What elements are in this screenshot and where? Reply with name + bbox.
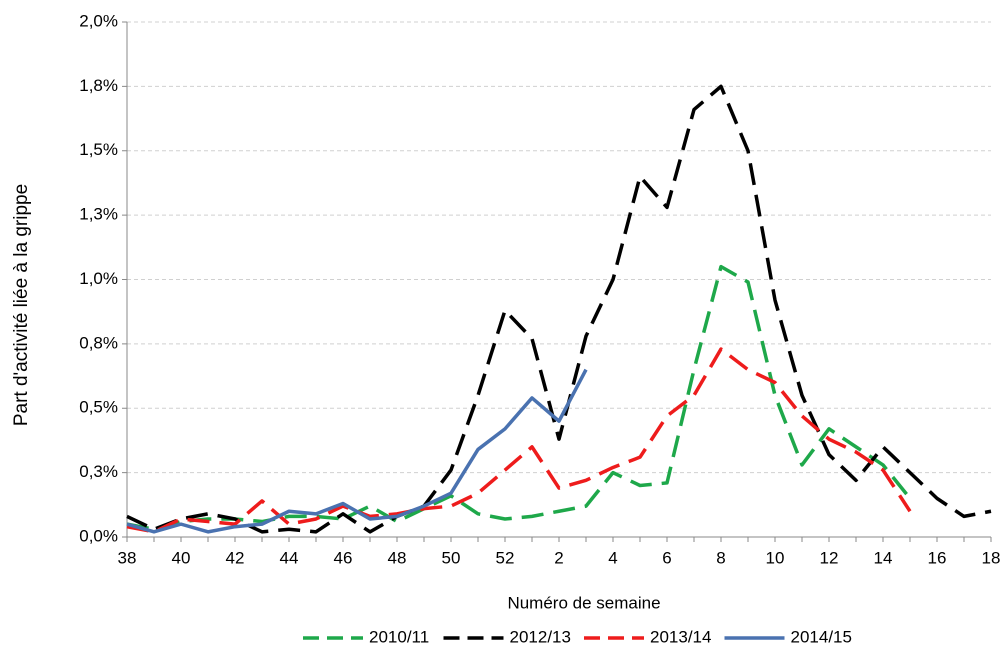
x-tick-label: 50 [442,548,461,567]
legend-label: 2013/14 [650,627,711,646]
x-tick-label: 18 [982,548,1001,567]
x-tick-label: 10 [766,548,785,567]
series-line [126,368,588,534]
x-tick-label: 48 [388,548,407,567]
x-tick-label: 38 [118,548,137,567]
y-tick-label: 0,5% [79,398,118,417]
series-line [126,84,992,534]
y-tick-label: 1,8% [79,76,118,95]
y-axis-title: Part d'activité liée à la grippe [11,184,32,426]
y-tick-label: 0,3% [79,462,118,481]
series-line [126,264,912,532]
x-tick-label: 44 [280,548,299,567]
x-tick-label: 12 [820,548,839,567]
x-tick-label: 2 [554,548,563,567]
x-tick-label: 52 [496,548,515,567]
y-tick-label: 0,0% [79,526,118,545]
legend-label: 2010/11 [369,627,429,646]
y-tick-label: 1,3% [79,205,118,224]
x-tick-label: 4 [608,548,617,567]
x-axis-title: Numéro de semaine [507,593,660,612]
x-tick-label: 46 [334,548,353,567]
y-tick-label: 1,0% [79,269,118,288]
x-tick-label: 6 [662,548,671,567]
x-tick-label: 14 [874,548,893,567]
y-tick-label: 0,8% [79,333,118,352]
x-tick-label: 42 [226,548,245,567]
y-tick-label: 2,0% [79,11,118,30]
x-tick-label: 40 [172,548,191,567]
x-tick-label: 8 [716,548,725,567]
legend-label: 2014/15 [791,627,852,646]
y-tick-label: 1,5% [79,140,118,159]
x-tick-label: 16 [928,548,947,567]
legend-label: 2012/13 [510,627,571,646]
series-line [126,347,912,534]
